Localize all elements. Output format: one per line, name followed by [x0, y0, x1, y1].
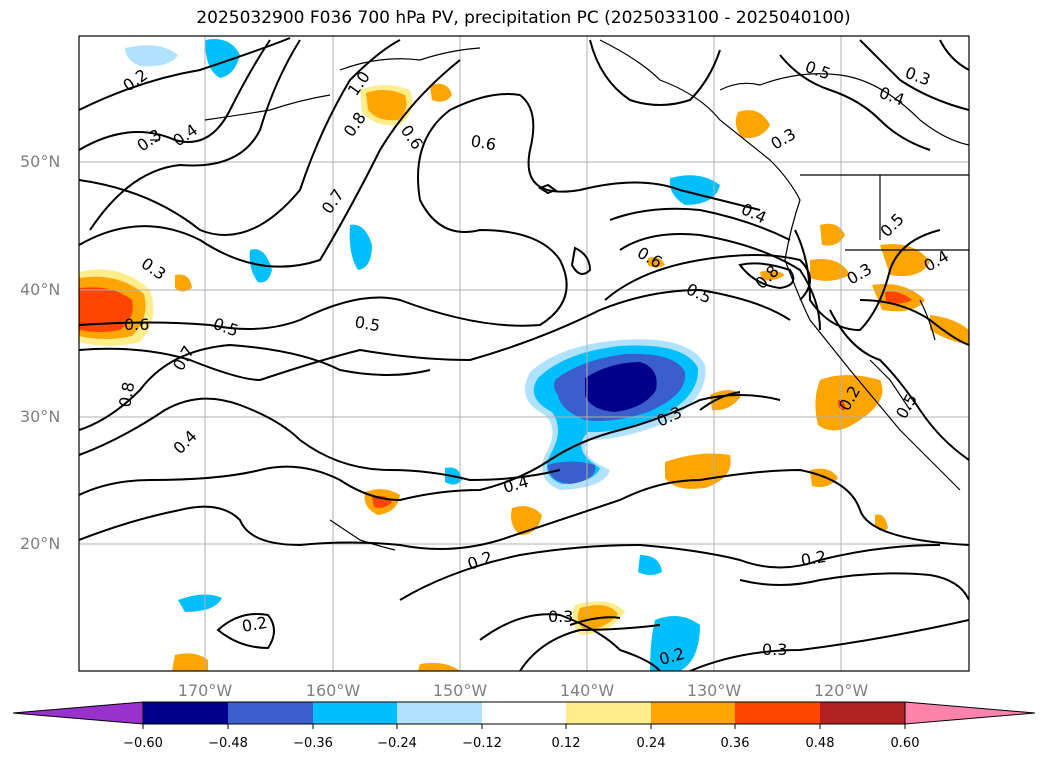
contour-label: 0.5	[353, 312, 381, 335]
graticule	[79, 36, 969, 671]
contour-label: 0.2	[799, 547, 827, 570]
colorbar	[12, 701, 1036, 729]
contour-label: 0.3	[133, 125, 165, 155]
contour-label: 0.4	[169, 426, 200, 457]
lon-label: 170°W	[177, 681, 233, 700]
colorbar-tick-label: −0.24	[377, 736, 417, 751]
contour-label: 0.7	[169, 342, 198, 374]
contour-label: 0.3	[548, 607, 573, 626]
colorbar-tick-label: −0.48	[208, 736, 248, 751]
colorbar-tick-label: 0.36	[720, 736, 750, 751]
colorbar-tick-label: −0.12	[462, 736, 502, 751]
colorbar-extend-high	[904, 701, 1036, 725]
colorbar-swatch	[566, 702, 651, 724]
contour-label: 0.3	[762, 640, 787, 659]
lon-label: 150°W	[432, 681, 488, 700]
contour-label: 0.2	[240, 613, 268, 636]
colorbar-swatch	[228, 702, 313, 724]
contour-label: 0.5	[211, 314, 241, 341]
colorbar-tick-label: 0.24	[636, 736, 666, 751]
colorbar-swatch	[143, 702, 228, 724]
colorbar-tick-label: 0.48	[805, 736, 835, 751]
colorbar-swatch	[397, 702, 482, 724]
contour-label: 0.2	[465, 547, 495, 574]
lon-label: 160°W	[305, 681, 361, 700]
contour-label: 0.4	[169, 120, 201, 150]
contour-label: 0.4	[501, 472, 531, 497]
colorbar-tick-label: 0.12	[551, 736, 581, 751]
contour-label: 0.3	[138, 254, 170, 284]
contour-label: 0.4	[921, 246, 953, 275]
contour-label: 0.8	[115, 380, 138, 408]
lat-label: 50°N	[20, 152, 61, 171]
lat-label: 40°N	[20, 280, 61, 299]
contour-label: 0.6	[634, 243, 666, 272]
contour-label: 0.3	[768, 124, 800, 153]
colorbar-swatch	[651, 702, 735, 724]
lon-label: 120°W	[813, 681, 869, 700]
lat-label: 20°N	[20, 534, 61, 553]
contour-label: 0.5	[876, 209, 907, 240]
lon-label: 130°W	[686, 681, 742, 700]
map-frame	[78, 35, 970, 672]
contour-label: 0.7	[318, 186, 348, 218]
colorbar-tick-label: −0.60	[123, 736, 163, 751]
colorbar-tick-label: 0.60	[890, 736, 920, 751]
contour-label: 0.3	[844, 259, 876, 288]
pv-contours	[79, 37, 969, 671]
colorbar-swatch	[482, 702, 566, 724]
lat-label: 30°N	[20, 407, 61, 426]
contour-label: 0.5	[683, 279, 714, 307]
map-title: 2025032900 F036 700 hPa PV, precipitatio…	[196, 8, 851, 28]
colorbar-tick-label: −0.36	[293, 736, 333, 751]
contour-label: 0.6	[124, 315, 149, 334]
contour-label-group: 0.2 0.3 0.4 0.3 0.7 1.0 0.8 0.6 0.6 0.5 …	[115, 57, 952, 669]
contour-label: 0.6	[469, 131, 497, 154]
contour-label: 0.4	[877, 83, 907, 110]
colorbar-swatch	[735, 702, 820, 724]
contour-label: 0.4	[738, 199, 769, 227]
lon-label: 140°W	[559, 681, 615, 700]
colorbar-extend-low	[12, 701, 144, 725]
colorbar-swatch	[820, 702, 905, 724]
colorbar-swatch	[313, 702, 397, 724]
